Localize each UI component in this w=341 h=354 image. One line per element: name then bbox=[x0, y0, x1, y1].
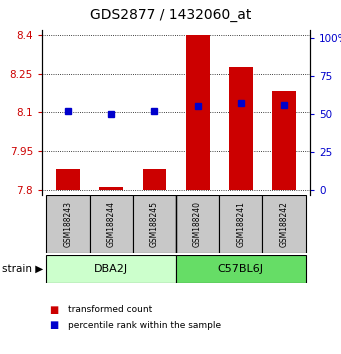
Bar bbox=[90, 195, 133, 253]
Text: DBA2J: DBA2J bbox=[94, 264, 128, 274]
Text: C57BL6J: C57BL6J bbox=[218, 264, 264, 274]
Bar bbox=[46, 195, 90, 253]
Text: percentile rank within the sample: percentile rank within the sample bbox=[68, 320, 221, 330]
Text: transformed count: transformed count bbox=[68, 306, 152, 314]
Bar bbox=[219, 195, 263, 253]
Bar bbox=[56, 169, 80, 190]
Text: GDS2877 / 1432060_at: GDS2877 / 1432060_at bbox=[90, 8, 251, 22]
Text: ■: ■ bbox=[49, 320, 58, 330]
Bar bbox=[133, 195, 176, 253]
Bar bbox=[186, 35, 209, 190]
Bar bbox=[229, 67, 253, 190]
Text: GSM188241: GSM188241 bbox=[236, 201, 245, 247]
Bar bbox=[176, 255, 306, 283]
Text: GSM188244: GSM188244 bbox=[107, 201, 116, 247]
Text: GSM188243: GSM188243 bbox=[63, 201, 72, 247]
Bar bbox=[272, 91, 296, 190]
Text: GSM188242: GSM188242 bbox=[280, 201, 288, 247]
Bar bbox=[143, 169, 166, 190]
Bar bbox=[263, 195, 306, 253]
Bar bbox=[99, 187, 123, 190]
Text: GSM188240: GSM188240 bbox=[193, 201, 202, 247]
Text: strain ▶: strain ▶ bbox=[2, 264, 43, 274]
Bar bbox=[46, 255, 176, 283]
Text: ■: ■ bbox=[49, 305, 58, 315]
Text: GSM188245: GSM188245 bbox=[150, 201, 159, 247]
Bar bbox=[176, 195, 219, 253]
